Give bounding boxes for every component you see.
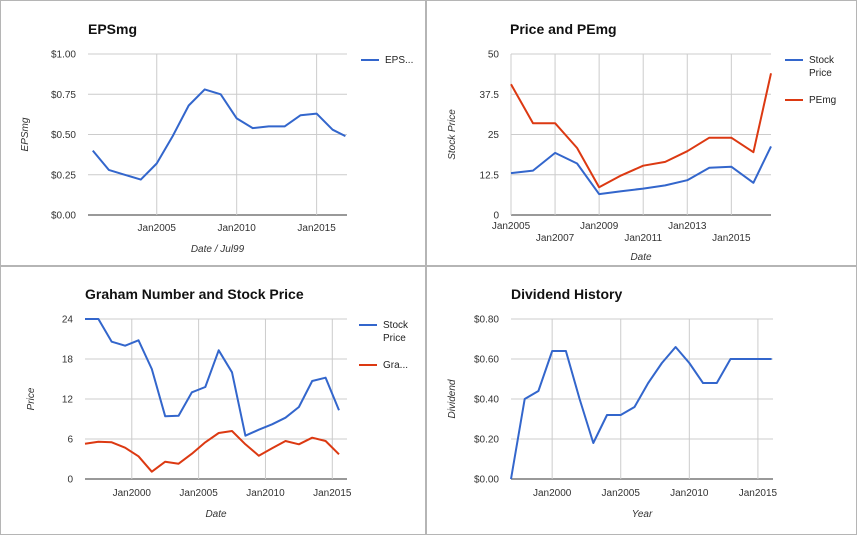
y-tick-label: 24 <box>62 315 74 326</box>
x-tick-label: Jan2011 <box>624 233 662 244</box>
series-line-1 <box>510 73 772 189</box>
y-tick-label: 0 <box>67 475 73 486</box>
series-line-0 <box>510 346 772 480</box>
y-tick-label: $0.75 <box>51 90 76 101</box>
chart-svg: Dividend History $0.00 $0.20 $0.40 $0.60 $0.8… <box>447 286 778 520</box>
x-tick-label: Jan2009 <box>580 221 619 232</box>
y-tick-label: 18 <box>62 355 74 366</box>
y-tick-label: $0.60 <box>474 355 499 366</box>
y-tick-label: $0.25 <box>51 170 76 181</box>
chart-title: EPSmg <box>88 21 137 37</box>
series-line-0 <box>85 318 340 437</box>
y-tick-label: 50 <box>488 50 500 61</box>
y-tick-label: 6 <box>67 435 73 446</box>
legend-label-1: PEmg <box>809 95 836 106</box>
x-tick-label: Jan2005 <box>492 221 531 232</box>
x-tick-label: Jan2013 <box>668 221 707 232</box>
y-axis-label: Dividend <box>447 379 458 418</box>
chart-title: Dividend History <box>511 286 622 302</box>
chart-title: Price and PEmg <box>510 21 617 37</box>
y-tick-label: $0.80 <box>474 315 499 326</box>
y-tick-label: 12 <box>62 395 74 406</box>
x-axis-label: Year <box>632 509 653 520</box>
y-tick-label: $1.00 <box>51 50 76 61</box>
x-tick-label: Jan2015 <box>739 488 778 499</box>
x-tick-label: Jan2015 <box>297 223 336 234</box>
series-line-0 <box>92 88 346 181</box>
x-axis-label: Date <box>630 252 652 263</box>
legend-label-0: Stock <box>809 55 835 66</box>
x-tick-label: Jan2005 <box>602 488 641 499</box>
x-tick-label: Jan2000 <box>113 488 152 499</box>
y-tick-label: $0.00 <box>474 475 499 486</box>
chart-panel-price-pemg: Price and PEmg 0 12.5 25 37.5 50 Jan2005 Jan200… <box>426 0 857 266</box>
y-tick-label: 37.5 <box>480 90 500 101</box>
x-tick-label: Jan2005 <box>138 223 177 234</box>
chart-panel-epsmg: EPSmg $0.00 $0.25 $0.50 $0.75 $1.00 Jan2005 Jan… <box>0 0 426 266</box>
chart-svg: EPSmg $0.00 $0.25 $0.50 $0.75 $1.00 Jan2005 Jan… <box>20 21 413 255</box>
x-tick-label: Jan2010 <box>670 488 709 499</box>
x-tick-label: Jan2010 <box>217 223 256 234</box>
y-tick-label: $0.20 <box>474 435 499 446</box>
legend-label-1: Gra... <box>383 360 408 371</box>
y-tick-label: $0.00 <box>51 211 76 222</box>
y-tick-label: 25 <box>488 130 500 141</box>
chart-svg: Price and PEmg 0 12.5 25 37.5 50 Jan2005 Jan200… <box>447 21 836 263</box>
y-tick-label: 0 <box>493 211 499 222</box>
legend-label-0: Price <box>809 68 832 79</box>
x-tick-label: Jan2005 <box>179 488 218 499</box>
x-tick-label: Jan2015 <box>712 233 751 244</box>
chart-panel-dividend-history: Dividend History $0.00 $0.20 $0.40 $0.60 $0.8… <box>426 266 857 535</box>
y-axis-label: EPSmg <box>20 117 31 151</box>
legend-label-0: EPS... <box>385 55 413 66</box>
legend-label-0: Stock <box>383 320 409 331</box>
x-tick-label: Jan2010 <box>246 488 285 499</box>
y-axis-label: Price <box>26 387 37 410</box>
x-tick-label: Jan2000 <box>533 488 572 499</box>
y-tick-label: $0.40 <box>474 395 499 406</box>
y-axis-label: Stock Price <box>447 109 458 160</box>
x-tick-label: Jan2015 <box>313 488 352 499</box>
x-axis-label: Date / Jul99 <box>191 244 245 255</box>
y-tick-label: 12.5 <box>480 170 500 181</box>
x-axis-label: Date <box>205 509 227 520</box>
chart-panel-graham-number: Graham Number and Stock Price 0 6 12 18 24 Jan… <box>0 266 426 535</box>
y-tick-label: $0.50 <box>51 130 76 141</box>
chart-title: Graham Number and Stock Price <box>85 286 304 302</box>
legend-label-0: Price <box>383 333 406 344</box>
x-tick-label: Jan2007 <box>536 233 575 244</box>
series-line-0 <box>510 145 772 196</box>
chart-svg: Graham Number and Stock Price 0 6 12 18 24 Jan… <box>26 286 409 520</box>
series-line-1 <box>84 430 340 473</box>
